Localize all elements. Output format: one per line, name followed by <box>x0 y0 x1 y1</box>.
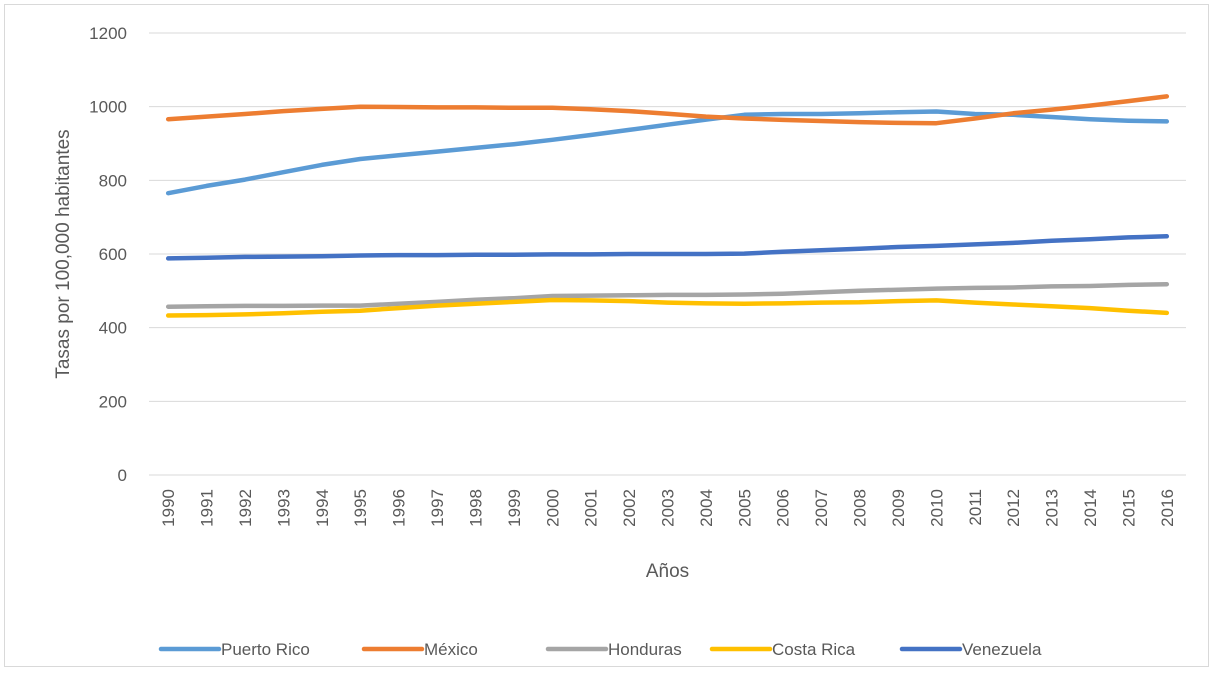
x-tick-label: 2001 <box>582 489 601 527</box>
y-tick-label: 0 <box>118 466 127 485</box>
x-tick-label: 2003 <box>659 489 678 527</box>
x-tick-label: 1992 <box>236 489 255 527</box>
x-tick-label: 1998 <box>466 489 485 527</box>
series-line-m-xico <box>165 94 1170 126</box>
legend-label: México <box>424 640 478 659</box>
x-tick-label: 2016 <box>1158 489 1177 527</box>
x-tick-label: 1996 <box>390 489 409 527</box>
x-tick-label: 2015 <box>1119 489 1138 527</box>
y-tick-label: 1000 <box>89 98 127 117</box>
x-tick-label: 2007 <box>812 489 831 527</box>
x-tick-label: 1994 <box>313 489 332 527</box>
x-tick-label: 2009 <box>889 489 908 527</box>
x-axis-ticks: 1990 1991 1992 1993 1994 1995 1996 1997 1998 1999… <box>159 489 1177 527</box>
x-tick-label: 2002 <box>620 489 639 527</box>
legend: Puerto Rico México Honduras Costa Rica Venez… <box>158 640 1042 659</box>
y-tick-label: 200 <box>99 392 127 411</box>
x-tick-label: 2005 <box>735 489 754 527</box>
x-tick-label: 1995 <box>351 489 370 527</box>
series-line-puerto-rico <box>165 109 1170 196</box>
x-tick-label: 2011 <box>966 489 985 526</box>
x-tick-label: 1997 <box>428 489 447 527</box>
y-tick-label: 1200 <box>89 24 127 43</box>
x-tick-label: 2013 <box>1043 489 1062 527</box>
series-line-venezuela <box>165 234 1170 261</box>
x-axis-title: Años <box>646 561 689 582</box>
legend-label: Puerto Rico <box>221 640 310 659</box>
legend-label: Venezuela <box>962 640 1042 659</box>
y-axis-ticks: 0 200 400 600 800 1000 1200 <box>89 24 127 485</box>
x-tick-label: 1993 <box>274 489 293 527</box>
x-tick-label: 2004 <box>697 489 716 527</box>
y-tick-label: 600 <box>99 245 127 264</box>
x-tick-label: 2010 <box>927 489 946 527</box>
legend-label: Honduras <box>608 640 682 659</box>
series-line-costa-rica <box>165 297 1170 318</box>
x-tick-label: 2014 <box>1081 489 1100 527</box>
chart-frame: 0 200 400 600 800 1000 1200 1990 1991 1992 1993 19… <box>4 4 1209 667</box>
y-axis-title: Tasas por 100,000 habitantes <box>53 129 74 378</box>
x-tick-label: 2012 <box>1004 489 1023 527</box>
x-tick-label: 2006 <box>774 489 793 527</box>
series-line-honduras <box>165 281 1170 309</box>
legend-label: Costa Rica <box>772 640 856 659</box>
series-lines <box>165 94 1170 318</box>
y-tick-label: 400 <box>99 319 127 338</box>
x-tick-label: 1990 <box>159 489 178 527</box>
y-tick-label: 800 <box>99 171 127 190</box>
x-tick-label: 1999 <box>505 489 524 527</box>
x-tick-label: 1991 <box>198 489 217 527</box>
x-tick-label: 2000 <box>543 489 562 527</box>
x-tick-label: 2008 <box>851 489 870 527</box>
